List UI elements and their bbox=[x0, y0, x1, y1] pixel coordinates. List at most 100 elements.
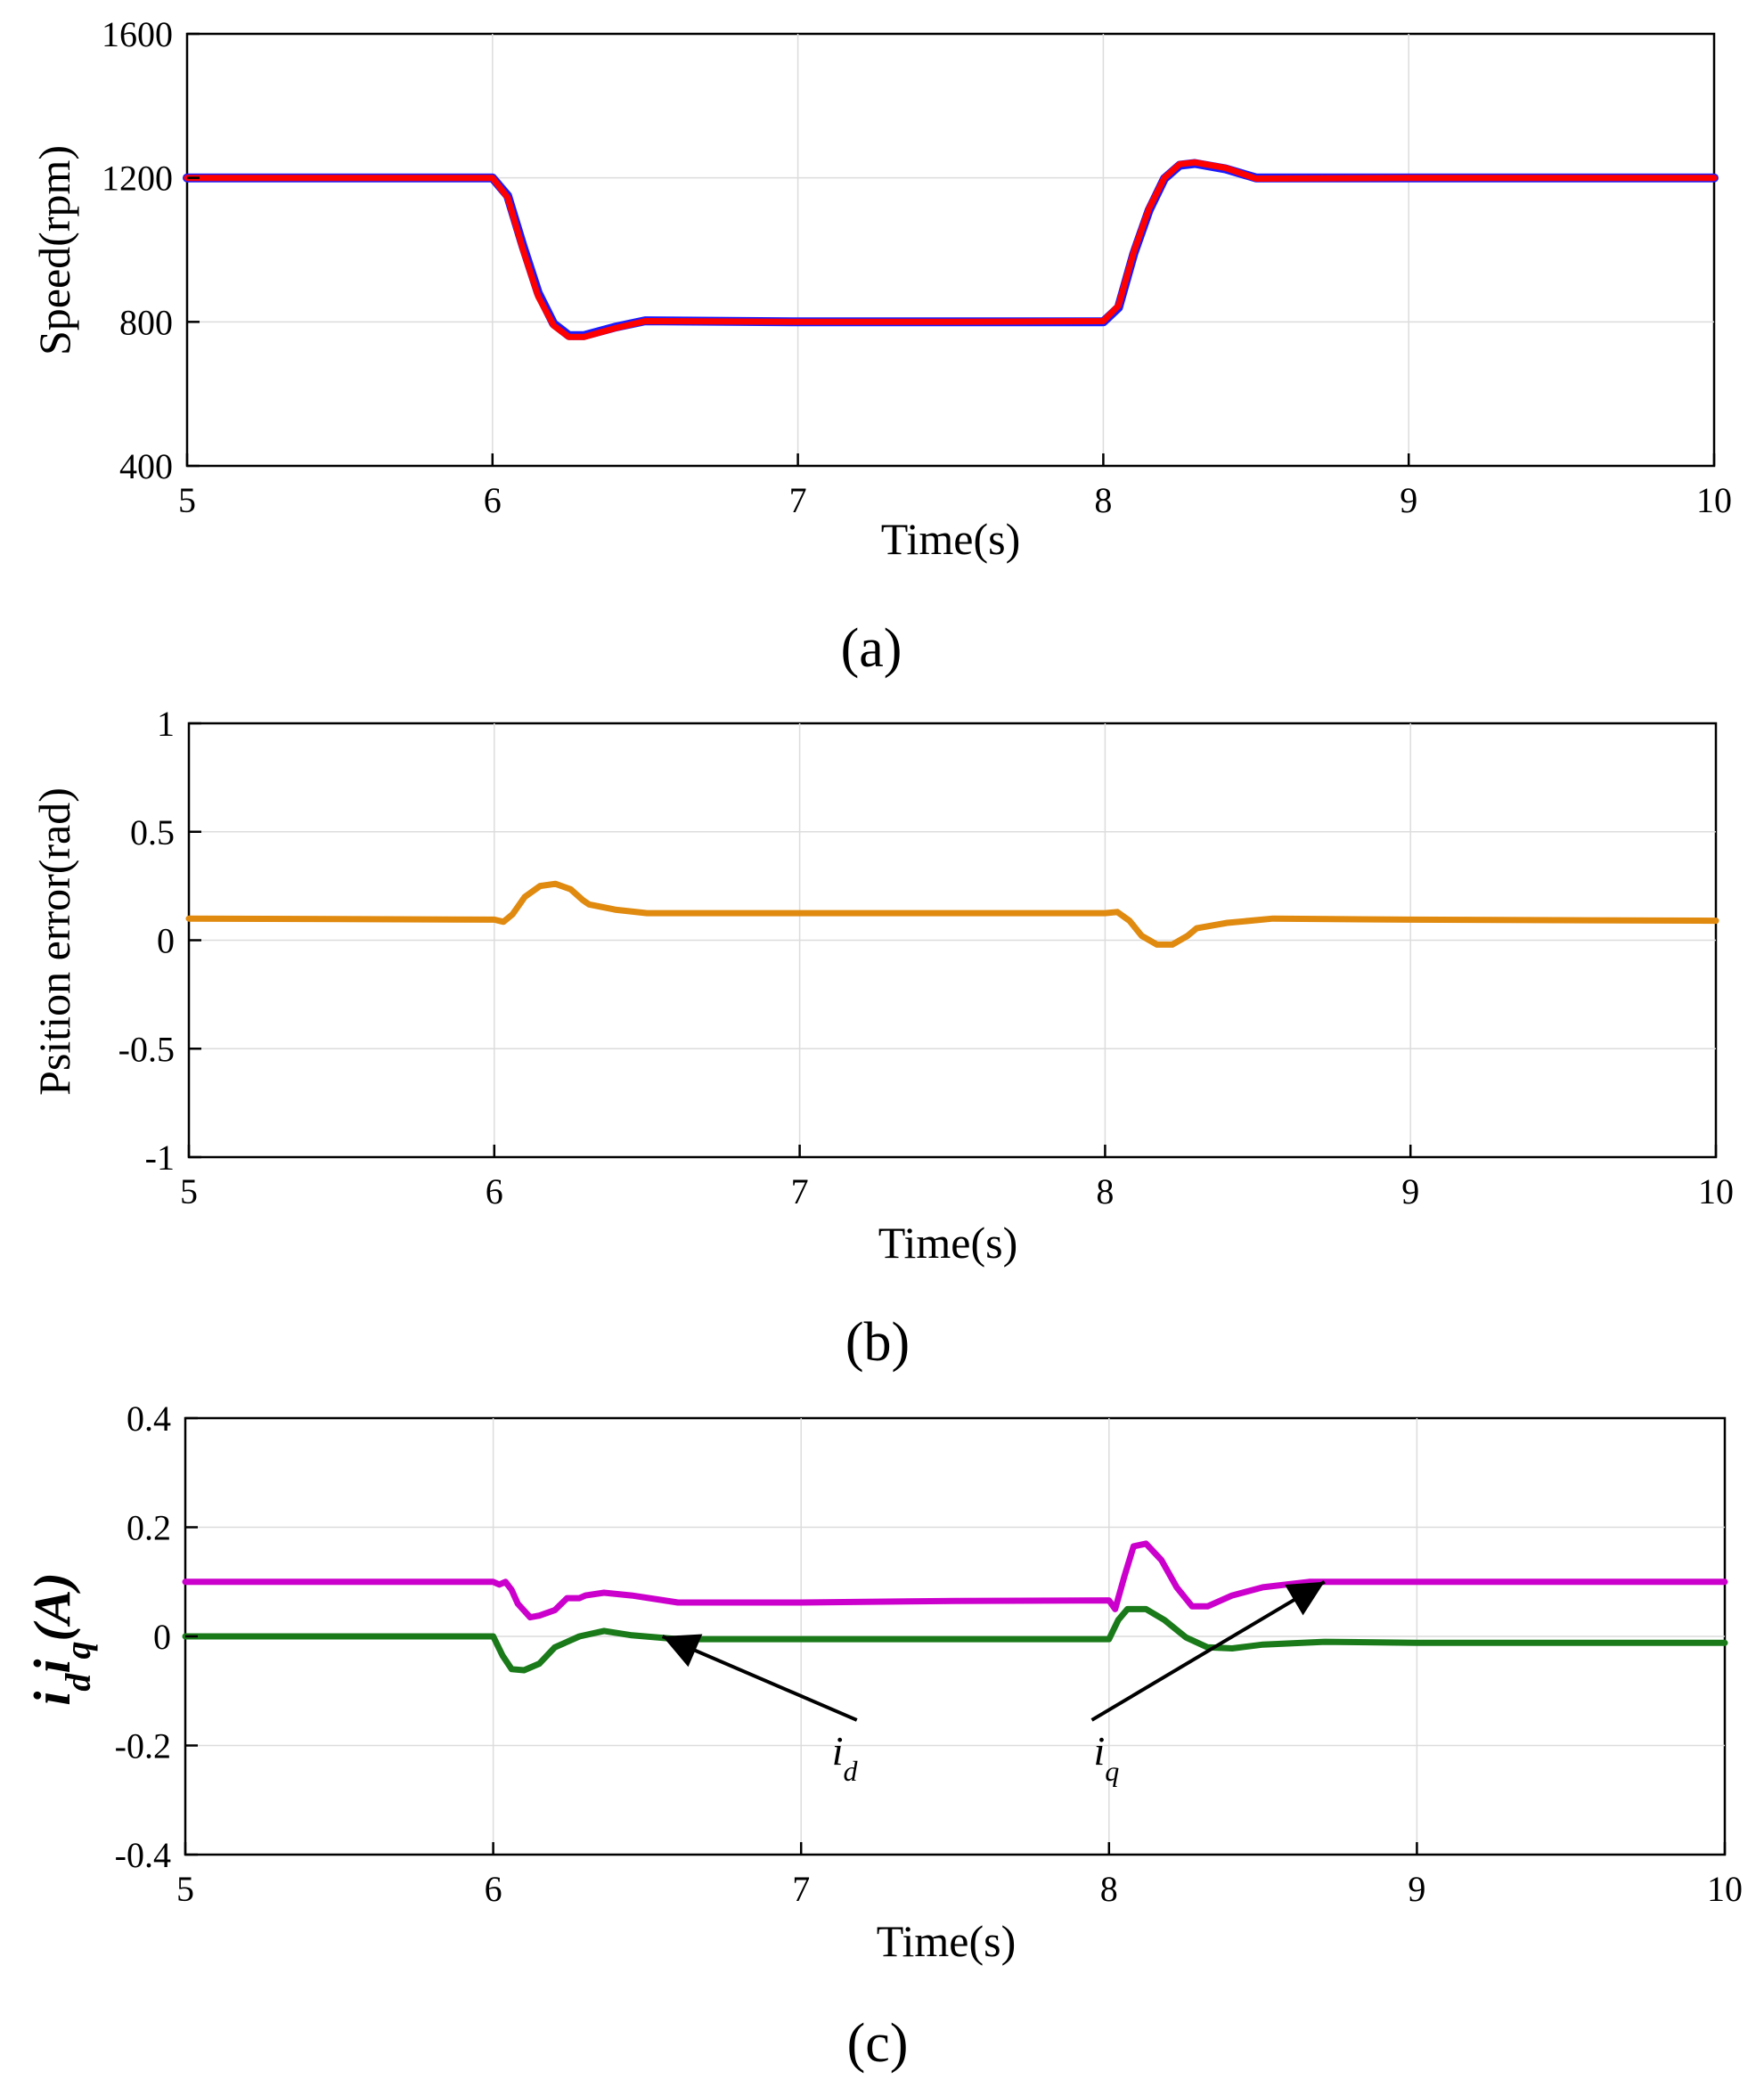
data-point bbox=[1262, 1644, 1263, 1645]
data-point bbox=[1225, 168, 1226, 169]
lines-a bbox=[183, 159, 1719, 340]
x-tick-label: 9 bbox=[1400, 480, 1417, 520]
data-point bbox=[511, 1668, 512, 1669]
data-point bbox=[554, 1647, 555, 1648]
data-point bbox=[614, 328, 615, 329]
data-point bbox=[1272, 918, 1273, 919]
data-point bbox=[538, 297, 539, 298]
data-point bbox=[189, 918, 190, 919]
data-point bbox=[585, 1595, 586, 1596]
data-point bbox=[187, 177, 188, 178]
x-tick-label: 5 bbox=[176, 1869, 194, 1909]
panel-a: 5 6 7 8 9 10 400 800 1200 1600 Time(s) Speed(rpm)… bbox=[29, 14, 1732, 679]
data-point bbox=[799, 913, 800, 914]
y-tick-label: 0.4 bbox=[127, 1399, 171, 1439]
data-point bbox=[505, 1581, 506, 1582]
data-point bbox=[604, 1593, 605, 1594]
data-point bbox=[493, 1581, 494, 1582]
data-point bbox=[1232, 1595, 1233, 1596]
x-tick-label: 10 bbox=[1698, 1171, 1734, 1211]
x-tick-label: 10 bbox=[1707, 1869, 1743, 1909]
x-tick-label: 8 bbox=[1100, 1869, 1118, 1909]
y-tick-label: -1 bbox=[145, 1138, 175, 1178]
series-line-estimated-speed bbox=[184, 159, 1718, 340]
data-point bbox=[503, 921, 504, 922]
y-axis-label-c: idiq(A) bbox=[23, 1572, 98, 1706]
data-point bbox=[1186, 1637, 1187, 1638]
lines-b bbox=[185, 880, 1719, 948]
data-point bbox=[1105, 913, 1106, 914]
data-point bbox=[1207, 1647, 1208, 1648]
y-tick-label: 400 bbox=[119, 446, 173, 486]
data-point bbox=[1195, 162, 1196, 163]
data-point bbox=[1108, 1639, 1109, 1640]
y-tick-label: 800 bbox=[119, 302, 173, 342]
data-point bbox=[555, 884, 556, 885]
plot-area-a bbox=[185, 32, 1716, 468]
x-tick-label: 7 bbox=[789, 480, 807, 520]
data-point bbox=[554, 1610, 555, 1611]
y-axis-label-a: Speed(rpm) bbox=[29, 145, 79, 355]
grid-b bbox=[189, 723, 1716, 1157]
data-point bbox=[604, 1630, 605, 1631]
data-point bbox=[1410, 919, 1411, 920]
data-point bbox=[1207, 1606, 1208, 1607]
panel-b: 5 6 7 8 9 10 -1 -0.5 0 0.5 1 Time(s) Psition error… bbox=[29, 704, 1734, 1373]
data-point bbox=[499, 1584, 500, 1585]
data-point bbox=[507, 195, 508, 196]
data-point bbox=[1156, 944, 1157, 945]
x-tick-label: 7 bbox=[792, 1869, 810, 1909]
data-point bbox=[579, 1598, 580, 1599]
data-point bbox=[1176, 1586, 1177, 1587]
data-point bbox=[1192, 1606, 1193, 1607]
annotation-arrowhead bbox=[662, 1634, 703, 1668]
x-axis-label-c: Time(s) bbox=[877, 1916, 1017, 1966]
data-point bbox=[1725, 1581, 1726, 1582]
data-point bbox=[492, 177, 493, 178]
y-tick-label: 1 bbox=[157, 704, 175, 744]
data-point bbox=[801, 1639, 802, 1640]
data-point bbox=[1309, 1581, 1310, 1582]
data-point bbox=[493, 1636, 494, 1637]
ticks-c: 5 6 7 8 9 10 -0.4 -0.2 0 0.2 0.4 bbox=[115, 1399, 1743, 1909]
panel-label-a: (a) bbox=[841, 618, 902, 679]
y-tick-label: 1200 bbox=[102, 159, 173, 199]
data-point bbox=[1146, 1543, 1147, 1544]
data-point bbox=[589, 904, 590, 905]
y-tick-label: 1600 bbox=[102, 14, 173, 54]
x-tick-label: 6 bbox=[486, 1171, 503, 1211]
data-point bbox=[1196, 928, 1197, 929]
x-tick-label: 7 bbox=[791, 1171, 809, 1211]
x-tick-label: 5 bbox=[180, 1171, 198, 1211]
data-point bbox=[570, 889, 571, 890]
data-point bbox=[1133, 253, 1134, 254]
y-axis-label-b: Psition error(rad) bbox=[29, 787, 79, 1096]
annotation-arrow-line bbox=[1090, 1580, 1326, 1722]
series-line-position-error bbox=[185, 880, 1719, 948]
x-tick-label: 6 bbox=[484, 480, 502, 520]
data-point bbox=[1118, 1619, 1119, 1620]
data-point bbox=[530, 1617, 531, 1618]
data-point bbox=[1187, 935, 1188, 936]
data-point bbox=[583, 900, 584, 901]
panel-label-c: (c) bbox=[847, 2013, 909, 2074]
data-point bbox=[185, 1581, 186, 1582]
data-point bbox=[1227, 923, 1228, 924]
data-point bbox=[1103, 321, 1104, 322]
data-point bbox=[1146, 1609, 1147, 1610]
data-point bbox=[616, 909, 617, 910]
data-point bbox=[553, 323, 554, 324]
y-tick-label: 0.5 bbox=[130, 812, 175, 852]
data-point bbox=[523, 249, 524, 250]
data-point bbox=[1124, 1576, 1125, 1577]
y-tick-label: -0.5 bbox=[118, 1029, 175, 1069]
data-point bbox=[952, 913, 953, 914]
annotation-arrowhead bbox=[1285, 1581, 1325, 1616]
y-tick-label: 0 bbox=[153, 1617, 171, 1657]
data-point bbox=[567, 1598, 568, 1599]
data-point bbox=[525, 896, 526, 897]
data-point bbox=[1117, 911, 1118, 912]
lines-c bbox=[182, 1540, 1728, 1674]
data-point bbox=[1141, 935, 1142, 936]
